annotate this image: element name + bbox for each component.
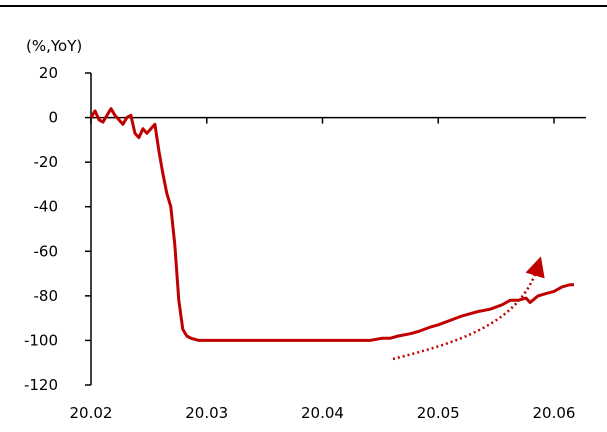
y-tick-label: -20 xyxy=(34,153,59,171)
y-tick-label: -60 xyxy=(34,242,59,260)
y-tick-label: 0 xyxy=(48,109,58,127)
y-tick-labels: 20 0 -20 -40 -60 -80 -100 -120 xyxy=(24,64,58,394)
trend-arrow xyxy=(392,256,545,361)
x-tick-label: 20.03 xyxy=(185,404,228,422)
x-tick-label: 20.05 xyxy=(417,404,460,422)
series-line xyxy=(89,107,574,342)
x-tick-label: 20.04 xyxy=(301,404,344,422)
x-tick-label: 20.02 xyxy=(70,404,113,422)
y-tick-label: -80 xyxy=(34,287,59,305)
y-tick-label: 20 xyxy=(39,64,58,82)
y-tick-label: -120 xyxy=(24,376,58,394)
x-tick-label: 20.06 xyxy=(533,404,576,422)
trend-arrow-annotation xyxy=(392,256,545,361)
y-tick-label: -100 xyxy=(24,331,58,349)
unit-label: (%,YoY) xyxy=(26,37,82,55)
x-tick-labels: 20.02 20.03 20.04 20.05 20.06 xyxy=(70,404,576,422)
y-tick-label: -40 xyxy=(34,198,59,216)
axes xyxy=(85,72,586,386)
